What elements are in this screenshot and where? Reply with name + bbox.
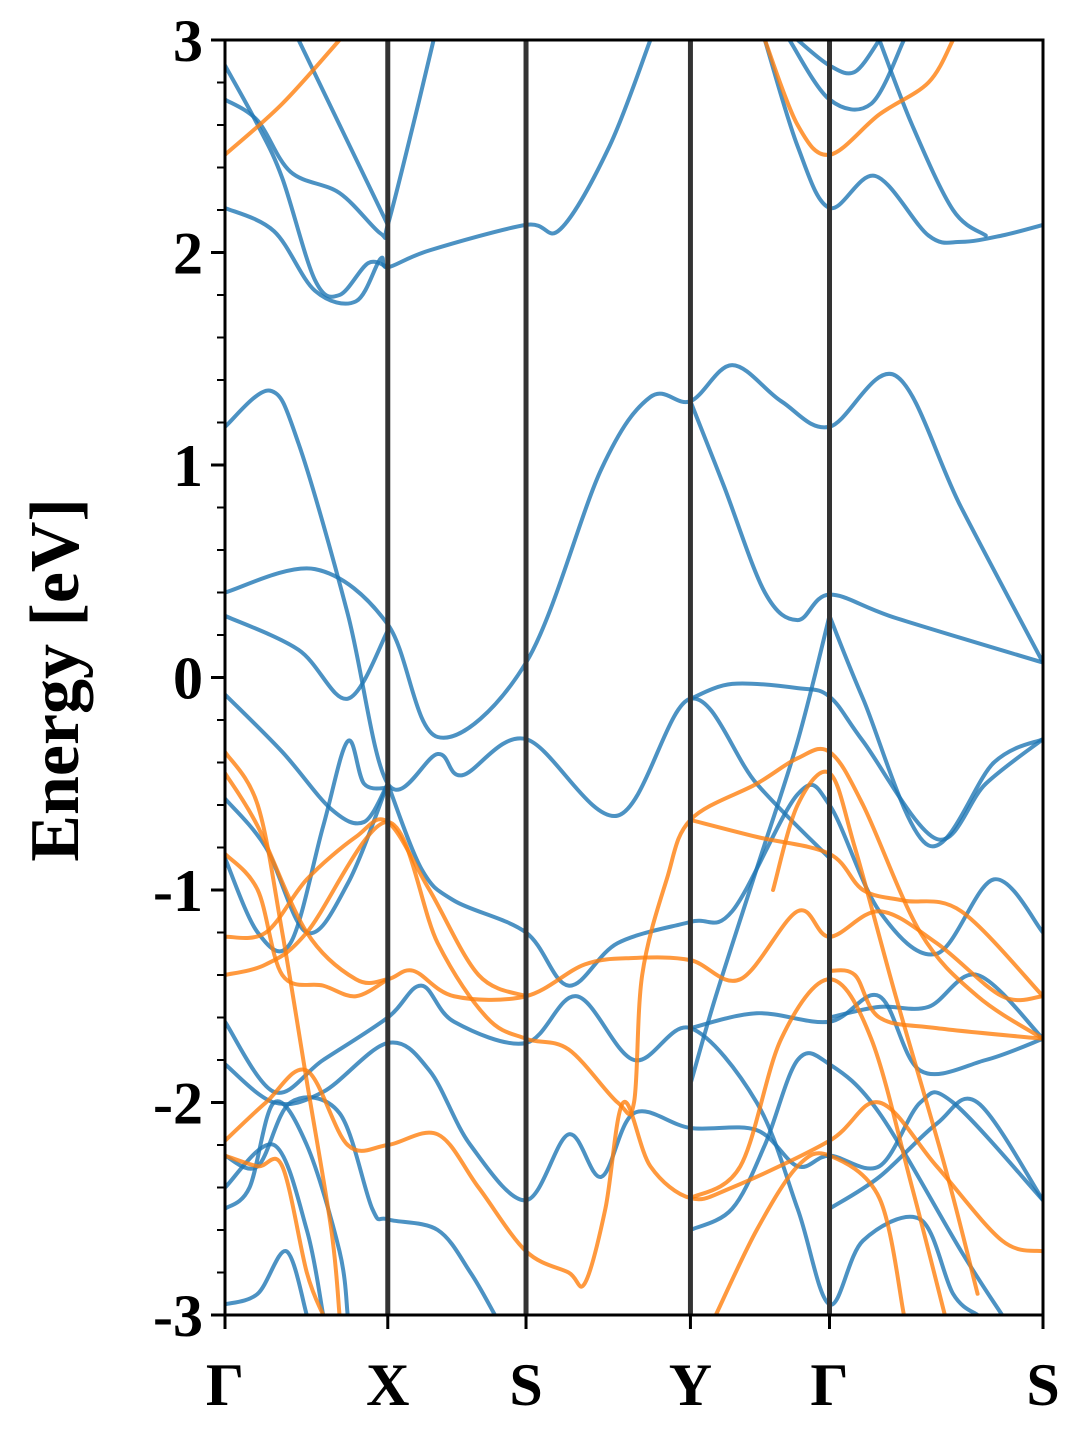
- band-spin_up-27: [827, 1096, 1043, 1211]
- band-spin_up-0: [225, 40, 653, 306]
- y-tick-label: -3: [153, 1283, 203, 1349]
- band-spin_up-28: [688, 992, 1043, 1077]
- x-tick-label: S: [509, 1352, 542, 1418]
- x-tick-label: X: [366, 1352, 409, 1418]
- bands-layer: [225, 40, 1043, 1315]
- band-spin_down-5: [225, 817, 529, 999]
- y-tick-label: 2: [173, 221, 203, 287]
- y-tick-label: 1: [173, 433, 203, 499]
- band-spin_up-19: [225, 983, 980, 1315]
- band-spin_down-1: [762, 40, 956, 157]
- y-axis-label: Energy [eV]: [17, 498, 94, 862]
- band-spin_down-7: [225, 1067, 1043, 1289]
- band-spin_up-14: [688, 681, 1043, 842]
- band-spin_up-1: [225, 40, 436, 240]
- band-spin_up-17: [225, 781, 390, 936]
- band-spin_up-9: [225, 363, 1043, 740]
- kpoint-lines: [385, 40, 833, 1315]
- band-spin_down-11: [713, 1151, 906, 1315]
- band-spin_down-2: [225, 749, 342, 1315]
- y-tick-label: -1: [153, 858, 203, 924]
- y-tick-label: 3: [173, 8, 203, 74]
- band-spin_up-18: [385, 781, 1043, 988]
- band-spin_down-0: [225, 40, 342, 157]
- x-tick-label: Γ: [206, 1352, 244, 1418]
- band-spin_down-12: [827, 968, 1043, 1041]
- band-spin_up-22: [225, 1142, 326, 1315]
- y-tick-label: -2: [153, 1071, 203, 1137]
- band-spin_up-16: [225, 738, 390, 954]
- band-spin_up-8: [225, 388, 832, 861]
- x-tick-label: S: [1026, 1352, 1059, 1418]
- band-spin_up-4: [762, 40, 1043, 245]
- band-spin_down-8: [225, 1153, 326, 1315]
- band-spin_up-3: [296, 40, 390, 227]
- y-tick-label: 0: [173, 646, 203, 712]
- band-spin_down-13: [771, 769, 980, 1296]
- band-spin_up-25: [688, 1051, 1005, 1315]
- band-spin_up-10: [225, 613, 390, 701]
- band-spin_down-4: [225, 851, 390, 999]
- band-spin_up-21: [225, 1095, 497, 1315]
- band-spin_down-3: [225, 771, 1043, 1003]
- band-spin_down-9: [688, 817, 1043, 999]
- x-tick-label: Y: [669, 1352, 712, 1418]
- band-spin_up-23: [225, 1099, 350, 1315]
- band-spin_up-11: [688, 399, 1043, 665]
- band-spin_up-12: [827, 613, 1043, 849]
- band-spin_up-24: [225, 1249, 309, 1315]
- y-axis: 3 2 1 0 -1 -2 -3: [153, 8, 225, 1349]
- x-tick-label: Γ: [810, 1352, 848, 1418]
- band-spin_up-7: [877, 40, 988, 238]
- band-spin_up-6: [795, 40, 882, 76]
- band-spin_up-15: [225, 692, 390, 826]
